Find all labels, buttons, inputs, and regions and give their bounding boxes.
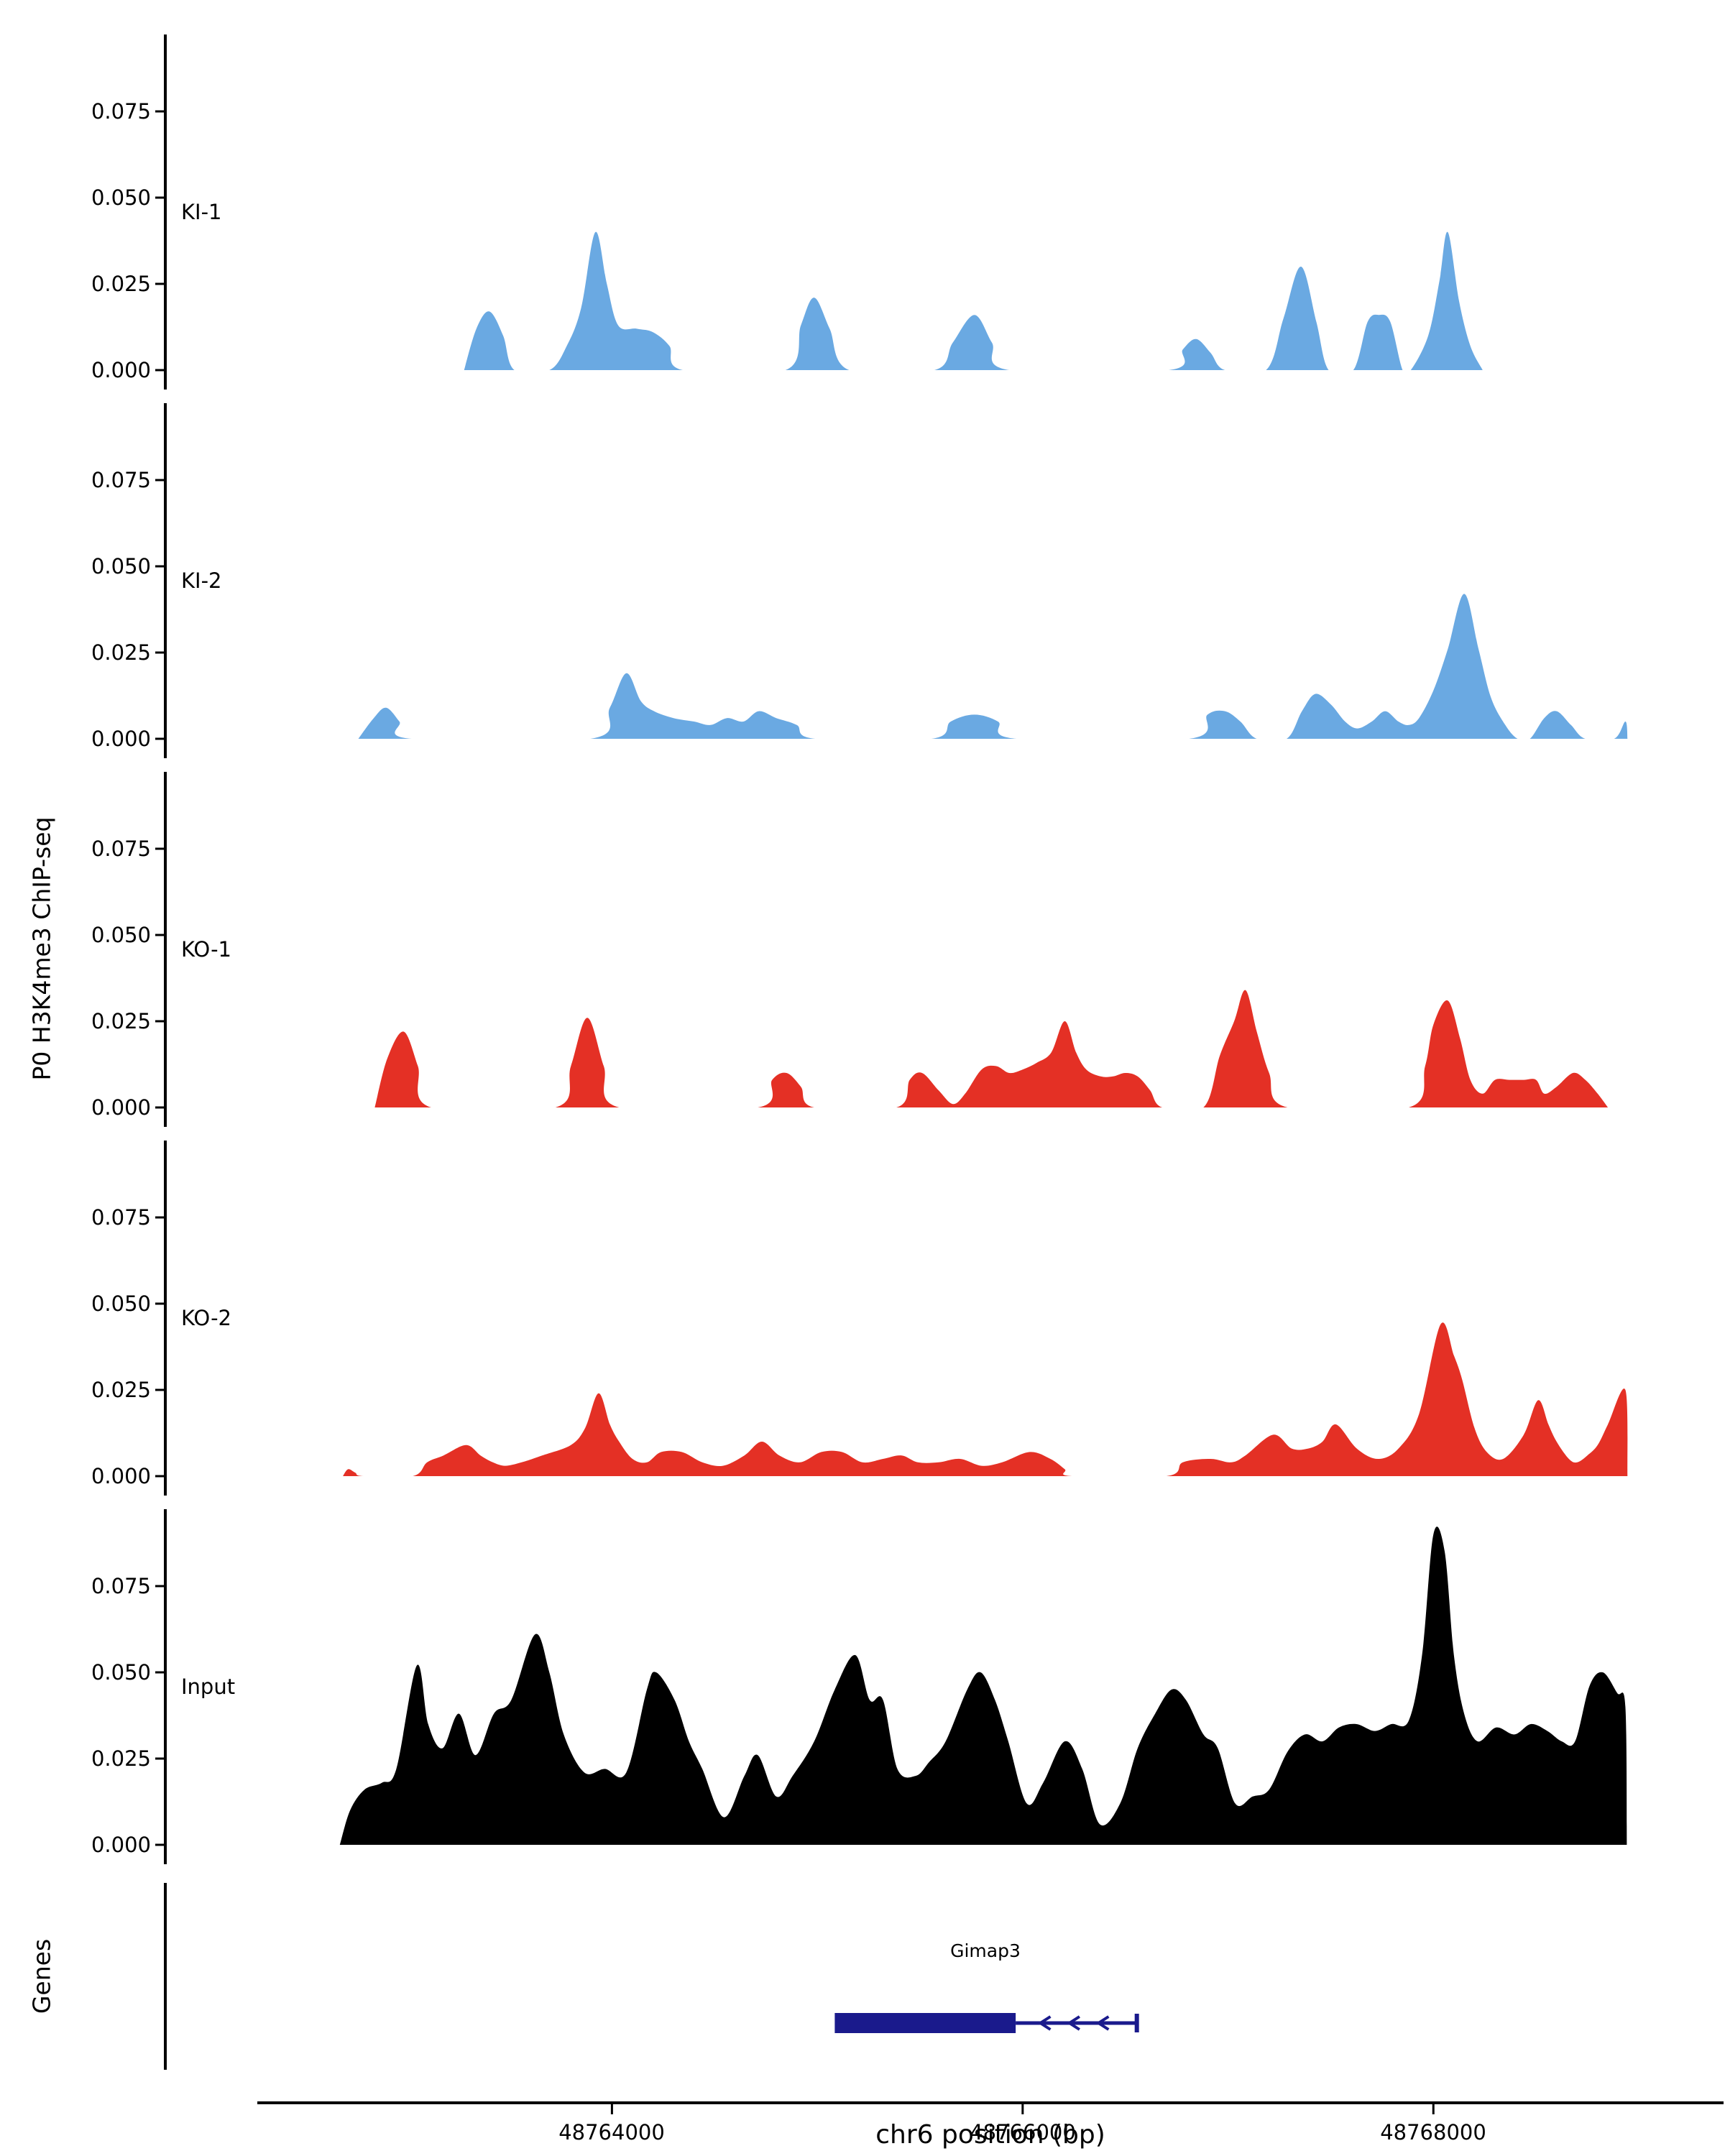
track-area-KO-2: [343, 1322, 1628, 1476]
gene-strand-arrow-left: [1095, 2015, 1110, 2031]
y-tick-label: 0.025: [91, 272, 151, 296]
y-tick-label: 0.050: [91, 1660, 151, 1685]
y-tick-label: 0.000: [91, 1095, 151, 1120]
x-tick-label-48768000: 48768000: [1380, 2120, 1486, 2145]
track-area-Input: [339, 1526, 1627, 1845]
track-area-KO-1: [374, 990, 1609, 1107]
gene-strand-arrow-left: [1037, 2015, 1052, 2031]
y-tick-label: 0.025: [91, 1378, 151, 1402]
track-area-KI-2: [358, 594, 1628, 739]
y-tick-label: 0.025: [91, 1009, 151, 1033]
gene-label: Gimap3: [950, 1940, 1021, 1961]
x-tick-label-48766000: 48766000: [970, 2120, 1076, 2145]
track-label-ko-1: KO-1: [181, 937, 231, 962]
y-tick-label: 0.025: [91, 640, 151, 665]
y-tick-label: 0.050: [91, 1291, 151, 1316]
y-tick-label: 0.075: [91, 1205, 151, 1230]
y-tick-label: 0.050: [91, 554, 151, 579]
y-tick-label: 0.075: [91, 99, 151, 124]
y-tick-label: 0.000: [91, 1464, 151, 1488]
y-tick-label: 0.000: [91, 358, 151, 382]
y-tick-label: 0.050: [91, 923, 151, 947]
genes-panel-title: Genes: [27, 1938, 56, 2014]
x-tick-label-48764000: 48764000: [558, 2120, 665, 2145]
y-tick-label: 0.075: [91, 1574, 151, 1598]
y-tick-label: 0.075: [91, 837, 151, 861]
y-tick-label: 0.025: [91, 1746, 151, 1771]
track-label-ki-2: KI-2: [181, 568, 222, 593]
track-label-ki-1: KI-1: [181, 200, 222, 224]
gene-exon-box: [834, 2013, 1016, 2033]
track-label-input: Input: [181, 1674, 236, 1699]
track-area-KI-1: [464, 231, 1483, 370]
track-label-ko-2: KO-2: [181, 1306, 231, 1330]
gene-strand-arrow-left: [1067, 2015, 1080, 2031]
x-axis-title: chr6 position (bp): [875, 2120, 1105, 2150]
y-tick-label: 0.075: [91, 468, 151, 492]
y-tick-label: 0.000: [91, 1833, 151, 1857]
y-tick-label: 0.000: [91, 727, 151, 751]
y-tick-label: 0.050: [91, 185, 151, 210]
